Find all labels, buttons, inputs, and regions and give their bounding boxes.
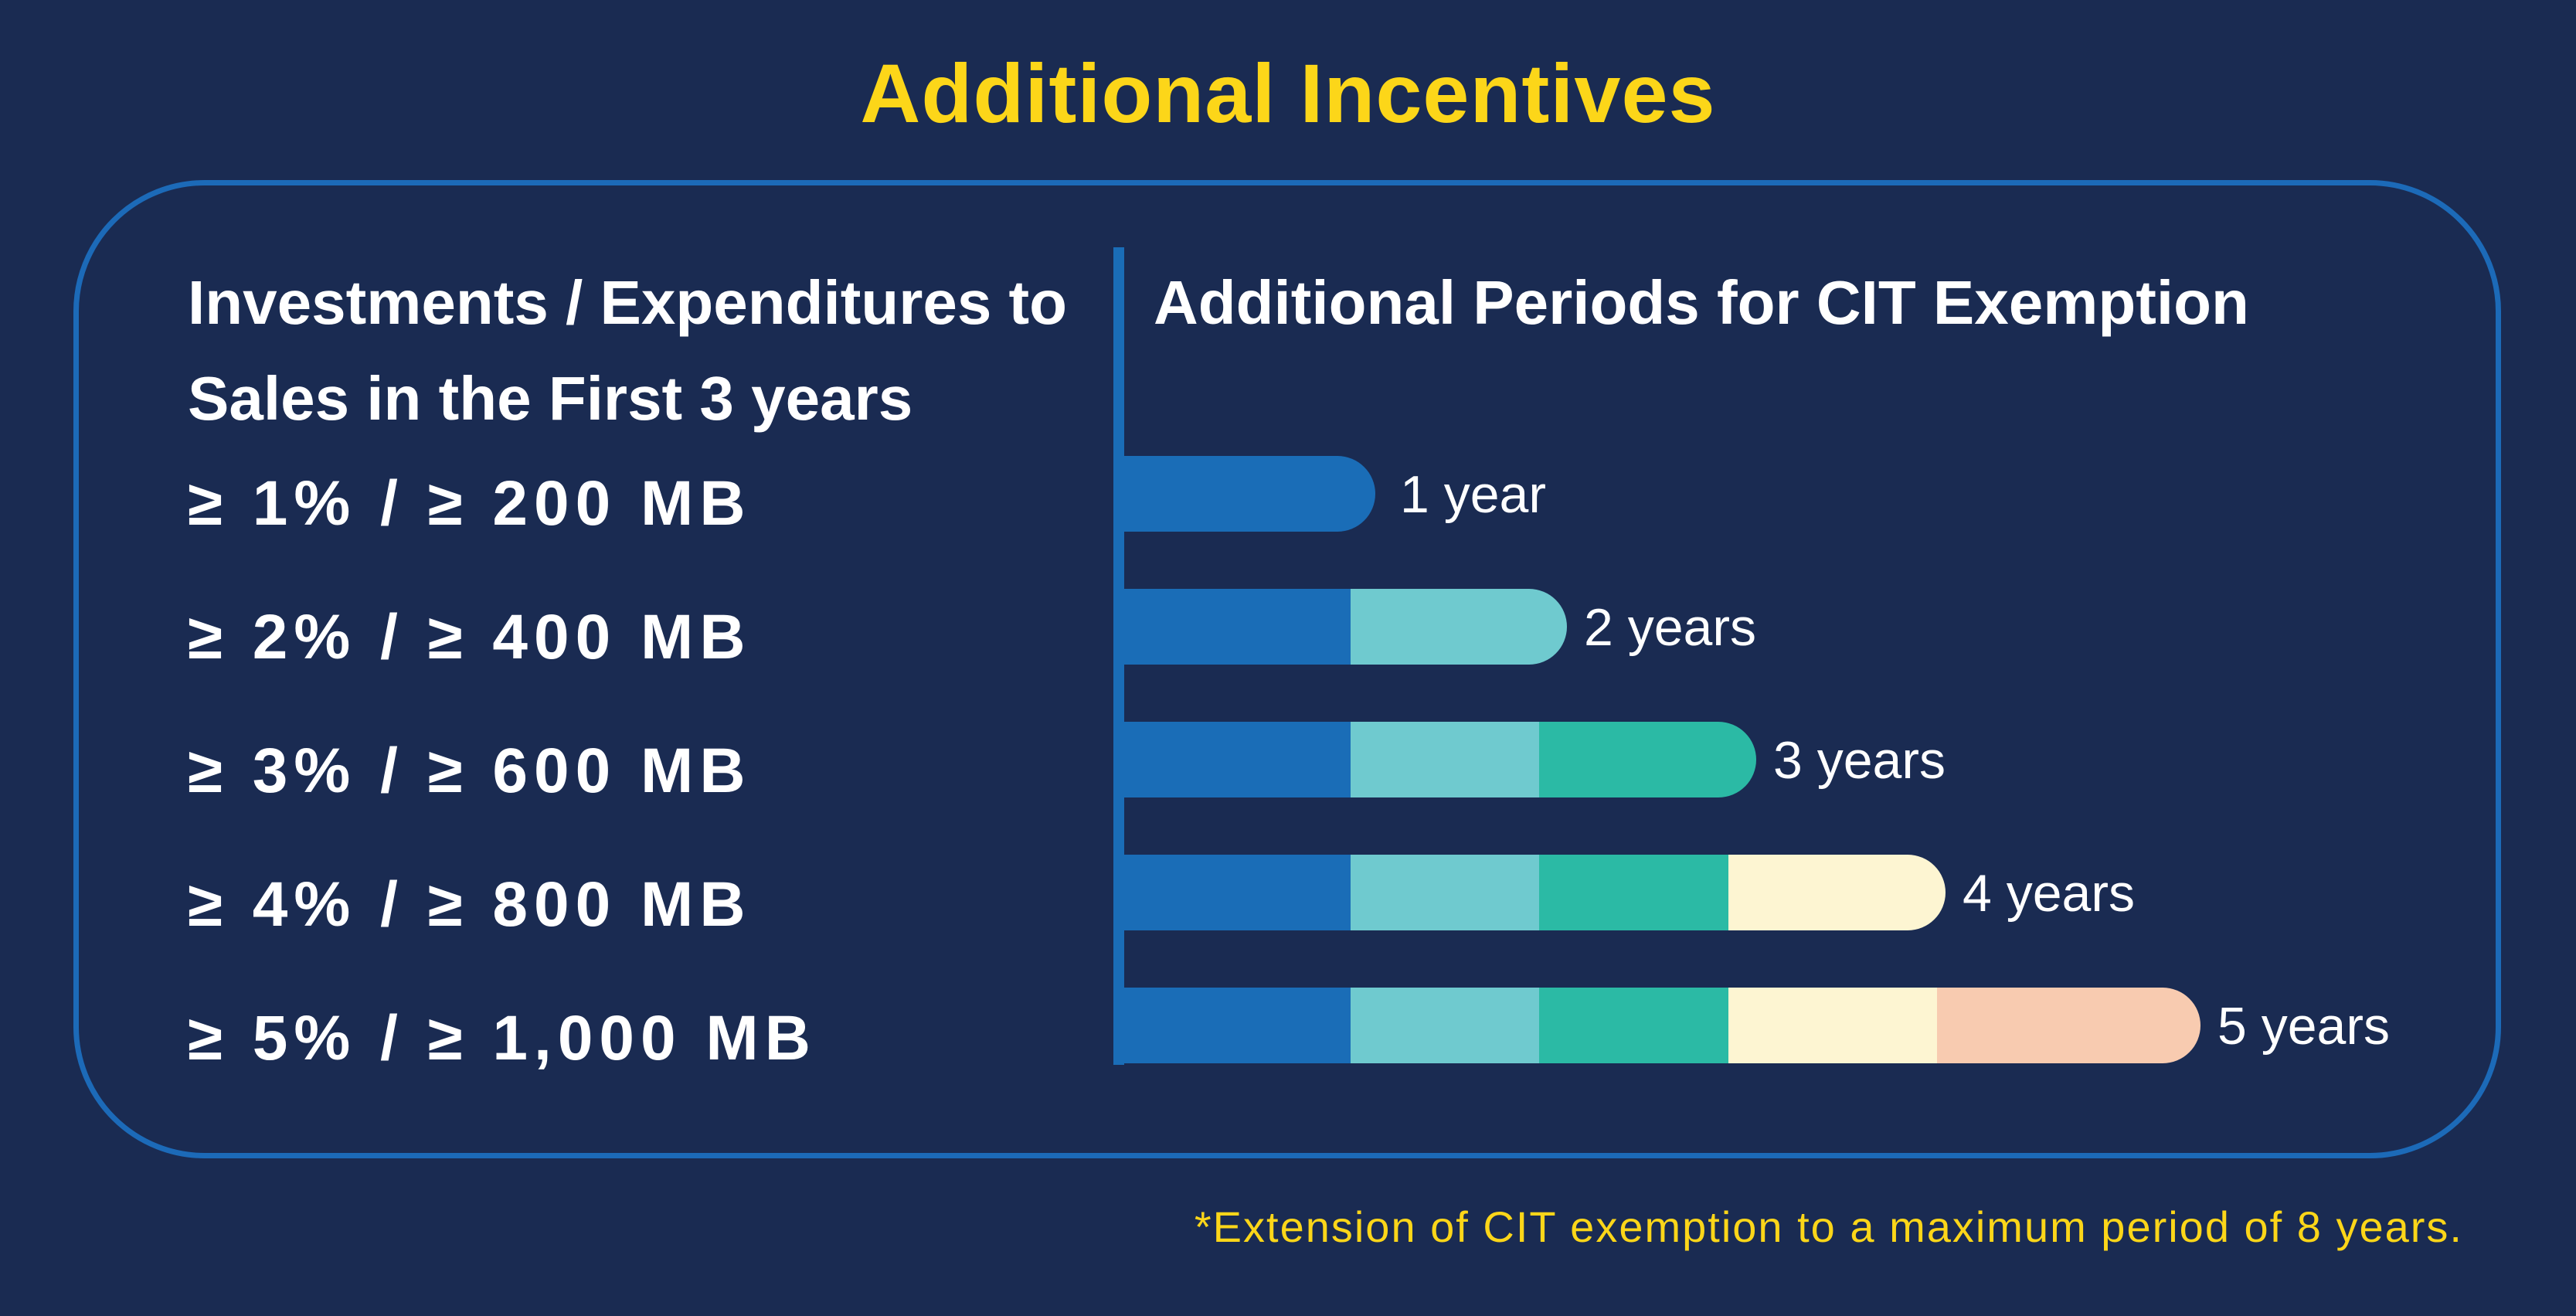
bar-2-segment-1 bbox=[1119, 589, 1351, 665]
footnote: *Extension of CIT exemption to a maximum… bbox=[1194, 1202, 2463, 1251]
requirement-label-5: ≥ 5% / ≥ 1,000 MB bbox=[188, 1003, 817, 1073]
bar-2: 2 years bbox=[1119, 589, 1756, 665]
requirements-header: Investments / Expenditures to Sales in t… bbox=[188, 268, 1068, 433]
bar-4-segment-1 bbox=[1119, 855, 1351, 930]
bar-3-segment-3 bbox=[1539, 722, 1756, 797]
content-panel bbox=[73, 180, 2501, 1158]
bar-3-value-label: 3 years bbox=[1773, 731, 1946, 790]
bar-2-value-label: 2 years bbox=[1584, 598, 1756, 657]
bar-5-segment-3 bbox=[1539, 988, 1729, 1063]
bar-3-segment-2 bbox=[1351, 722, 1540, 797]
bar-3: 3 years bbox=[1119, 722, 1946, 797]
bar-1-segment-1 bbox=[1119, 456, 1375, 532]
page-title: Additional Incentives bbox=[860, 46, 1716, 140]
requirement-label-1: ≥ 1% / ≥ 200 MB bbox=[188, 468, 752, 539]
bar-5: 5 years bbox=[1119, 988, 2390, 1063]
requirement-label-3: ≥ 3% / ≥ 600 MB bbox=[188, 736, 752, 806]
bar-4: 4 years bbox=[1119, 855, 2135, 930]
bar-4-segment-4 bbox=[1728, 855, 1946, 930]
bar-1-value-label: 1 year bbox=[1400, 465, 1546, 524]
requirement-label-4: ≥ 4% / ≥ 800 MB bbox=[188, 869, 752, 940]
bar-5-segment-1 bbox=[1119, 988, 1351, 1063]
bar-5-segment-2 bbox=[1351, 988, 1540, 1063]
requirement-label-2: ≥ 2% / ≥ 400 MB bbox=[188, 602, 752, 672]
bar-4-segment-2 bbox=[1351, 855, 1540, 930]
bar-5-segment-4 bbox=[1728, 988, 1938, 1063]
bar-3-segment-1 bbox=[1119, 722, 1351, 797]
chart-header: Additional Periods for CIT Exemption bbox=[1154, 268, 2249, 337]
bar-4-value-label: 4 years bbox=[1963, 864, 2135, 923]
bar-2-segment-2 bbox=[1351, 589, 1567, 665]
bar-5-segment-5 bbox=[1937, 988, 2200, 1063]
bar-1: 1 year bbox=[1119, 456, 1546, 532]
bar-5-value-label: 5 years bbox=[2217, 997, 2390, 1056]
bar-4-segment-3 bbox=[1539, 855, 1729, 930]
